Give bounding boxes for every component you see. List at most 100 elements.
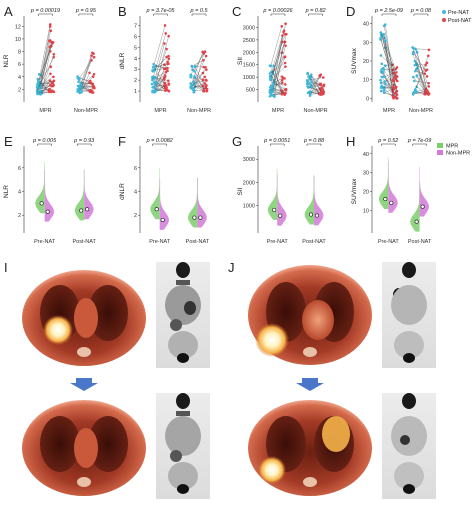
pair-line [269,62,286,74]
y-tick-label: 2000 [243,180,255,186]
point-pre [151,78,154,82]
mean-marker-mpr [154,207,159,212]
pair-line [384,72,394,77]
pet-mip-pre-i [156,262,210,368]
point-post [201,84,205,88]
significance-bracket [381,143,396,146]
point-post [424,63,428,67]
violin-half-mpr [379,157,389,210]
point-post [167,57,171,61]
point-post [283,55,287,59]
point-post [90,59,93,62]
violin-half-nonmpr [84,169,94,220]
significance-bracket [37,143,52,146]
y-tick-label: 30 [363,40,369,46]
point-pre [189,74,193,77]
mean-marker-nonmpr [85,207,90,212]
x-category-label: Non-MPR [409,108,433,114]
point-pre [415,90,418,93]
point-post [91,75,95,79]
point-post [52,52,56,56]
mean-marker-mpr [383,197,388,202]
point-post [391,95,395,99]
point-pre [382,71,385,74]
pair-line [272,87,285,95]
point-pre [153,85,156,88]
y-tick-label: 40 [363,22,369,28]
point-post [52,75,55,79]
point-post [425,68,429,72]
point-pre [190,65,194,69]
point-pre [268,72,272,75]
point-pre [306,85,309,88]
point-pre [193,75,196,78]
pair-line [385,40,394,97]
point-pre [381,86,385,90]
panel-letter: A [4,4,13,19]
violin-half-mpr [410,181,420,232]
x-category-label: Post-NAT [186,239,210,245]
point-post [283,61,287,65]
pair-line [190,83,206,89]
y-axis-label: SII [237,57,244,65]
point-pre [414,88,417,91]
point-post [92,72,96,76]
y-tick-label: 8 [18,50,21,56]
pair-line [156,63,169,84]
pair-line [152,33,166,81]
y-tick-label: 2 [18,87,21,93]
pair-line [191,60,204,67]
pair-line [193,69,207,82]
ct-scan-pre-j [246,262,373,368]
point-post [167,34,170,38]
pair-line [272,57,285,73]
p-value-label: p = 0.00026 [262,8,293,14]
point-post [425,61,429,65]
x-category-label: Pre-NAT [267,239,289,245]
point-post [202,89,206,93]
violin-half-nonmpr [159,178,169,230]
chart-panel-a: A 2 4 6 8 10 12 NLR MPR Non-MPR p = 0.00019 p = 0.9… [3,4,98,114]
point-pre [306,72,309,76]
y-tick-label: 10 [15,37,21,43]
point-post [48,87,51,91]
y-tick-label: 4 [18,190,21,196]
chart-panel-h: H 10 20 30 40 SUVmax Pre-NAT Post-NAT p = 0.52 p … [346,134,432,245]
pair-line [270,35,283,88]
pair-line [81,83,94,88]
y-tick-label: 6 [18,62,21,68]
point-pre [308,77,311,81]
pair-line [383,72,397,99]
point-pre [152,62,155,66]
point-post [51,80,55,84]
point-pre [271,90,274,94]
y-tick-label: 1500 [243,63,255,69]
pair-line [383,92,393,96]
x-category-label: Non-MPR [187,108,211,114]
x-category-label: MPR [272,108,284,114]
pair-line [273,45,286,96]
legend-label-post: Post-NAT [448,18,472,24]
point-post [283,92,287,96]
legend-label-nonmpr: Non-MPR [446,151,470,157]
point-post [394,95,398,99]
point-pre [271,86,274,89]
pair-line [80,53,94,86]
mean-marker-nonmpr [314,213,319,218]
point-pre [382,68,386,71]
point-pre [413,59,417,63]
y-tick-label: 1000 [243,75,255,81]
point-pre [190,83,194,87]
point-post [202,51,205,55]
pair-line [152,61,168,72]
point-post [280,24,284,28]
pair-line [384,80,394,91]
point-pre [379,86,383,89]
significance-bracket [76,143,92,146]
y-tick-label: 4 [134,56,137,62]
x-category-label: Non-MPR [74,108,98,114]
point-post [204,54,208,58]
point-pre [80,90,83,94]
panel-letter: B [118,4,127,19]
p-value-label: p = 7e-09 [407,138,431,144]
